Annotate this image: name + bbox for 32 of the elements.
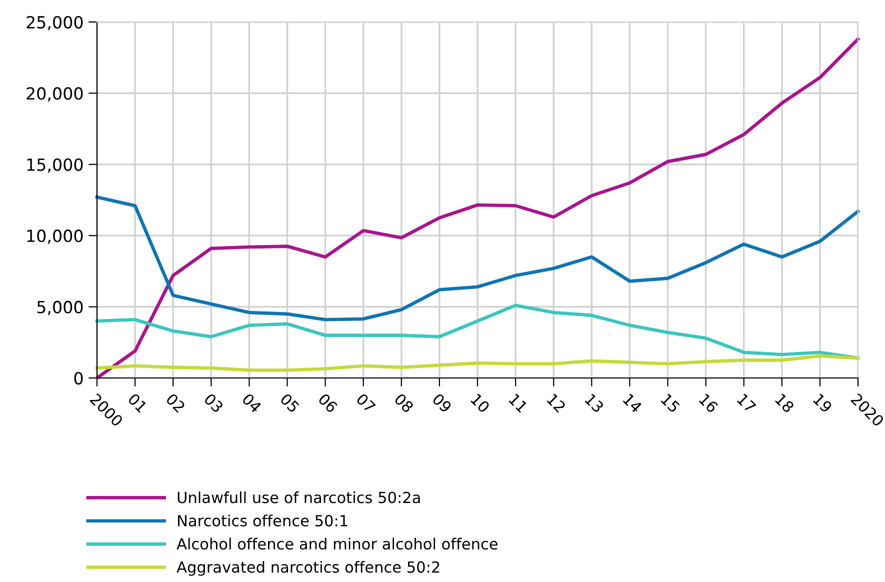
x-tick-label: 14 (622, 393, 643, 414)
x-tick-label: 17 (736, 393, 756, 413)
x-tick-label: 18 (774, 393, 795, 414)
x-tick-label: 07 (356, 392, 376, 414)
x-tick-label: 01 (127, 392, 148, 413)
x-tick-label: 19 (812, 393, 833, 414)
legend-label: Narcotics offence 50:1 (178, 514, 348, 526)
legend-label: Aggravated narcotics offence 50:2 (176, 560, 440, 576)
y-tick-label: 5,000 (37, 300, 83, 316)
x-tick-label: 13 (584, 393, 604, 414)
x-tick-label: 09 (432, 392, 452, 414)
x-tick-label: 06 (318, 392, 338, 414)
y-tick-label: 0 (74, 372, 83, 385)
line-series (95, 195, 860, 322)
y-tick-label: 20,000 (26, 87, 83, 102)
x-tick-label: 10 (470, 393, 490, 414)
legend-label: Alcohol offence and minor alcohol offence (176, 538, 498, 550)
y-tick-label: 25,000 (26, 16, 83, 30)
x-tick-label: 12 (546, 393, 566, 413)
x-tick-label: 04 (242, 392, 262, 414)
x-tick-label: 15 (660, 393, 680, 414)
x-tick-label: 08 (394, 392, 414, 414)
x-tick-label: 16 (698, 393, 719, 414)
x-tick-label: 05 (280, 392, 300, 414)
x-tick-label: 03 (204, 392, 224, 414)
x-tick-label: 02 (165, 392, 186, 413)
line-series (95, 354, 860, 372)
y-tick-label: 15,000 (27, 158, 83, 173)
x-tick-label: 11 (508, 393, 528, 413)
y-tick-label: 10,000 (27, 230, 83, 244)
line-series (95, 304, 860, 360)
legend-label: Unlawfull use of narcotics 50:2a (178, 491, 420, 504)
